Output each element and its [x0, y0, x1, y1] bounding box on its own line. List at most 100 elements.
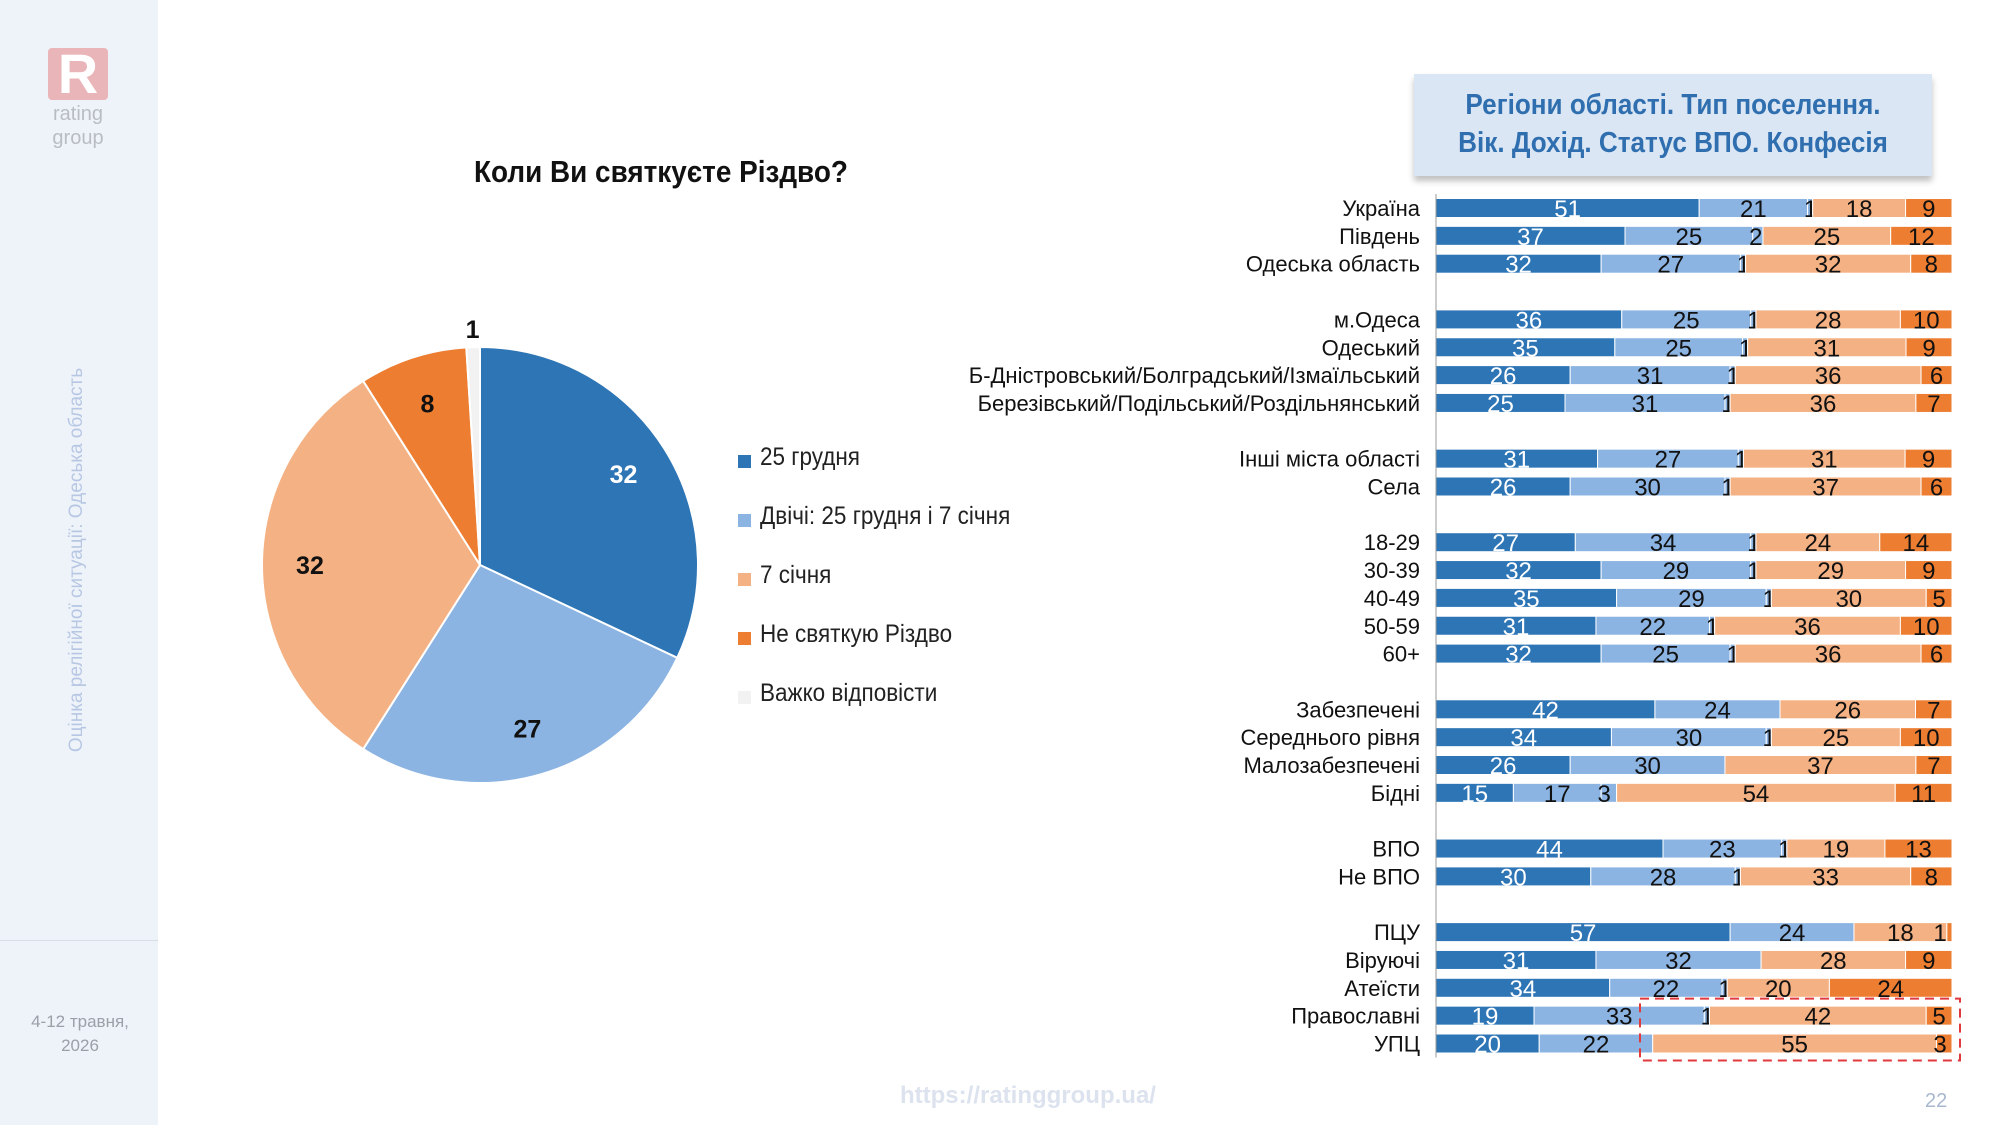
bar-value-label: 28 — [1815, 307, 1842, 334]
bar-value-label: 11 — [1911, 781, 1936, 808]
pie-slice — [479, 345, 699, 660]
legend-swatch-not-celebrate — [738, 632, 751, 645]
bar-value-label: 17 — [1544, 781, 1571, 808]
bar-value-label: 30 — [1675, 725, 1702, 752]
bar-segment — [1894, 782, 1953, 803]
legend-label-hard-to-say: Важко відповісти — [760, 679, 938, 707]
bar-value-label: 22 — [1583, 1032, 1610, 1059]
legend-label-twice: Двічі: 25 грудня і 7 січня — [760, 502, 1011, 530]
bar-value-label: 27 — [1657, 252, 1684, 279]
bar-segment — [1899, 309, 1953, 330]
bar-segment — [1925, 587, 1953, 608]
bar-value-label: 3 — [1933, 1032, 1946, 1059]
bar-value-label: 37 — [1812, 475, 1839, 502]
bar-segment — [1946, 922, 1953, 943]
bar-value-label: 32 — [1665, 948, 1692, 975]
bar-row-label: Середнього рівня — [1240, 725, 1420, 750]
survey-date-line2: 2026 — [61, 1036, 99, 1055]
bar-value-label: 34 — [1510, 725, 1537, 752]
bar-segment — [1910, 866, 1953, 887]
bar-value-label: 34 — [1650, 530, 1677, 557]
bar-segment — [1915, 392, 1953, 413]
bar-value-label: 8 — [1925, 864, 1938, 891]
bar-value-label: 30 — [1500, 864, 1527, 891]
legend-swatch-jan7 — [738, 573, 751, 586]
bar-value-label: 23 — [1709, 837, 1736, 864]
bar-value-label: 32 — [1505, 558, 1532, 585]
legend-label-dec25: 25 грудня — [760, 443, 860, 471]
bar-value-label: 29 — [1817, 558, 1844, 585]
breakdown-title-line1: Регіони області. Тип поселення. — [1465, 89, 1881, 121]
bar-value-label: 8 — [1925, 252, 1938, 279]
legend-label-jan7: 7 січня — [760, 561, 832, 589]
bar-value-label: 9 — [1922, 335, 1935, 362]
bar-value-label: 9 — [1922, 948, 1935, 975]
logo-word-rating: rating — [52, 103, 104, 125]
sidebar: R rating group Оцінка релігійної ситуаці… — [0, 0, 158, 1125]
bar-value-label: 20 — [1474, 1032, 1501, 1059]
bar-value-label: 18 — [1846, 196, 1873, 223]
bar-value-label: 28 — [1650, 864, 1677, 891]
bar-value-label: 44 — [1536, 837, 1563, 864]
bar-row-label: Б-Дністровський/Болградський/Ізмаїльськи… — [969, 363, 1420, 388]
bar-row-label: 30-39 — [1364, 558, 1420, 583]
bar-segment — [1920, 476, 1953, 497]
bar-row-label: Православні — [1291, 1004, 1420, 1029]
bar-value-label: 3 — [1597, 781, 1610, 808]
bar-row-label: ВПО — [1372, 837, 1420, 862]
bar-value-label: 2 — [1749, 224, 1762, 251]
pie-slice-label: 32 — [610, 461, 638, 489]
bar-value-label: 21 — [1740, 196, 1767, 223]
bar-value-label: 33 — [1606, 1004, 1633, 1031]
bar-value-label: 30 — [1634, 475, 1661, 502]
bar-value-label: 9 — [1922, 447, 1935, 474]
footer-url[interactable]: https://ratinggroup.ua/ — [900, 1082, 1156, 1109]
bar-value-label: 31 — [1632, 391, 1659, 418]
bar-segment — [1884, 838, 1953, 859]
bar-segment — [1905, 198, 1953, 218]
bar-row-label: ПЦУ — [1374, 920, 1421, 945]
bar-segment — [1904, 448, 1953, 469]
bar-value-label: 34 — [1509, 976, 1536, 1003]
bar-value-label: 9 — [1922, 558, 1935, 585]
bar-value-label: 33 — [1812, 864, 1839, 891]
bar-value-label: 29 — [1663, 558, 1690, 585]
bar-value-label: 35 — [1513, 586, 1540, 613]
bar-value-label: 22 — [1639, 614, 1666, 641]
bar-value-label: 54 — [1743, 781, 1770, 808]
logo-letter: R — [57, 42, 99, 105]
bar-value-label: 32 — [1505, 642, 1532, 669]
bar-row-label: 18-29 — [1364, 530, 1420, 555]
bar-row-label: Україна — [1342, 196, 1420, 221]
bar-segment — [1910, 253, 1953, 274]
bar-value-label: 5 — [1932, 586, 1945, 613]
bar-value-label: 10 — [1913, 307, 1940, 334]
bar-value-label: 25 — [1652, 642, 1679, 669]
bar-segment — [1915, 699, 1953, 720]
sidebar-divider — [0, 940, 158, 941]
pie-slice — [465, 345, 481, 566]
bar-value-label: 31 — [1811, 447, 1838, 474]
pie-slice-label: 32 — [296, 552, 324, 580]
bar-value-label: 13 — [1905, 837, 1932, 864]
bar-value-label: 25 — [1676, 224, 1703, 251]
bar-row-label: 40-49 — [1364, 586, 1420, 611]
bar-value-label: 9 — [1922, 196, 1935, 223]
bar-segment — [1890, 225, 1953, 246]
logo-word-group: group — [52, 127, 104, 149]
bar-value-label: 24 — [1804, 530, 1831, 557]
bar-row-label: 50-59 — [1364, 614, 1420, 639]
pie-slice-label: 27 — [514, 715, 542, 743]
bar-value-label: 42 — [1532, 697, 1559, 724]
bar-value-label: 36 — [1815, 642, 1842, 669]
bar-value-label: 29 — [1678, 586, 1705, 613]
bar-value-label: 25 — [1673, 307, 1700, 334]
logo-mark: R — [48, 44, 108, 104]
bar-row-label: Не ВПО — [1338, 864, 1420, 889]
pie-slice — [261, 379, 482, 751]
bar-value-label: 18 — [1887, 920, 1914, 947]
bar-row-label: 60+ — [1383, 642, 1420, 667]
survey-date-line1: 4-12 травня, — [31, 1012, 129, 1031]
bar-value-label: 15 — [1461, 781, 1488, 808]
bar-value-label: 32 — [1505, 252, 1532, 279]
